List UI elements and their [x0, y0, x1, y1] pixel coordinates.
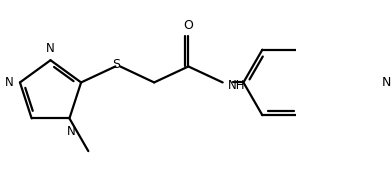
Text: S: S [112, 58, 120, 71]
Text: N: N [67, 125, 76, 138]
Text: N: N [381, 76, 391, 89]
Text: N: N [4, 76, 13, 89]
Text: NH: NH [228, 79, 245, 92]
Text: N: N [45, 42, 54, 55]
Text: O: O [183, 19, 193, 32]
